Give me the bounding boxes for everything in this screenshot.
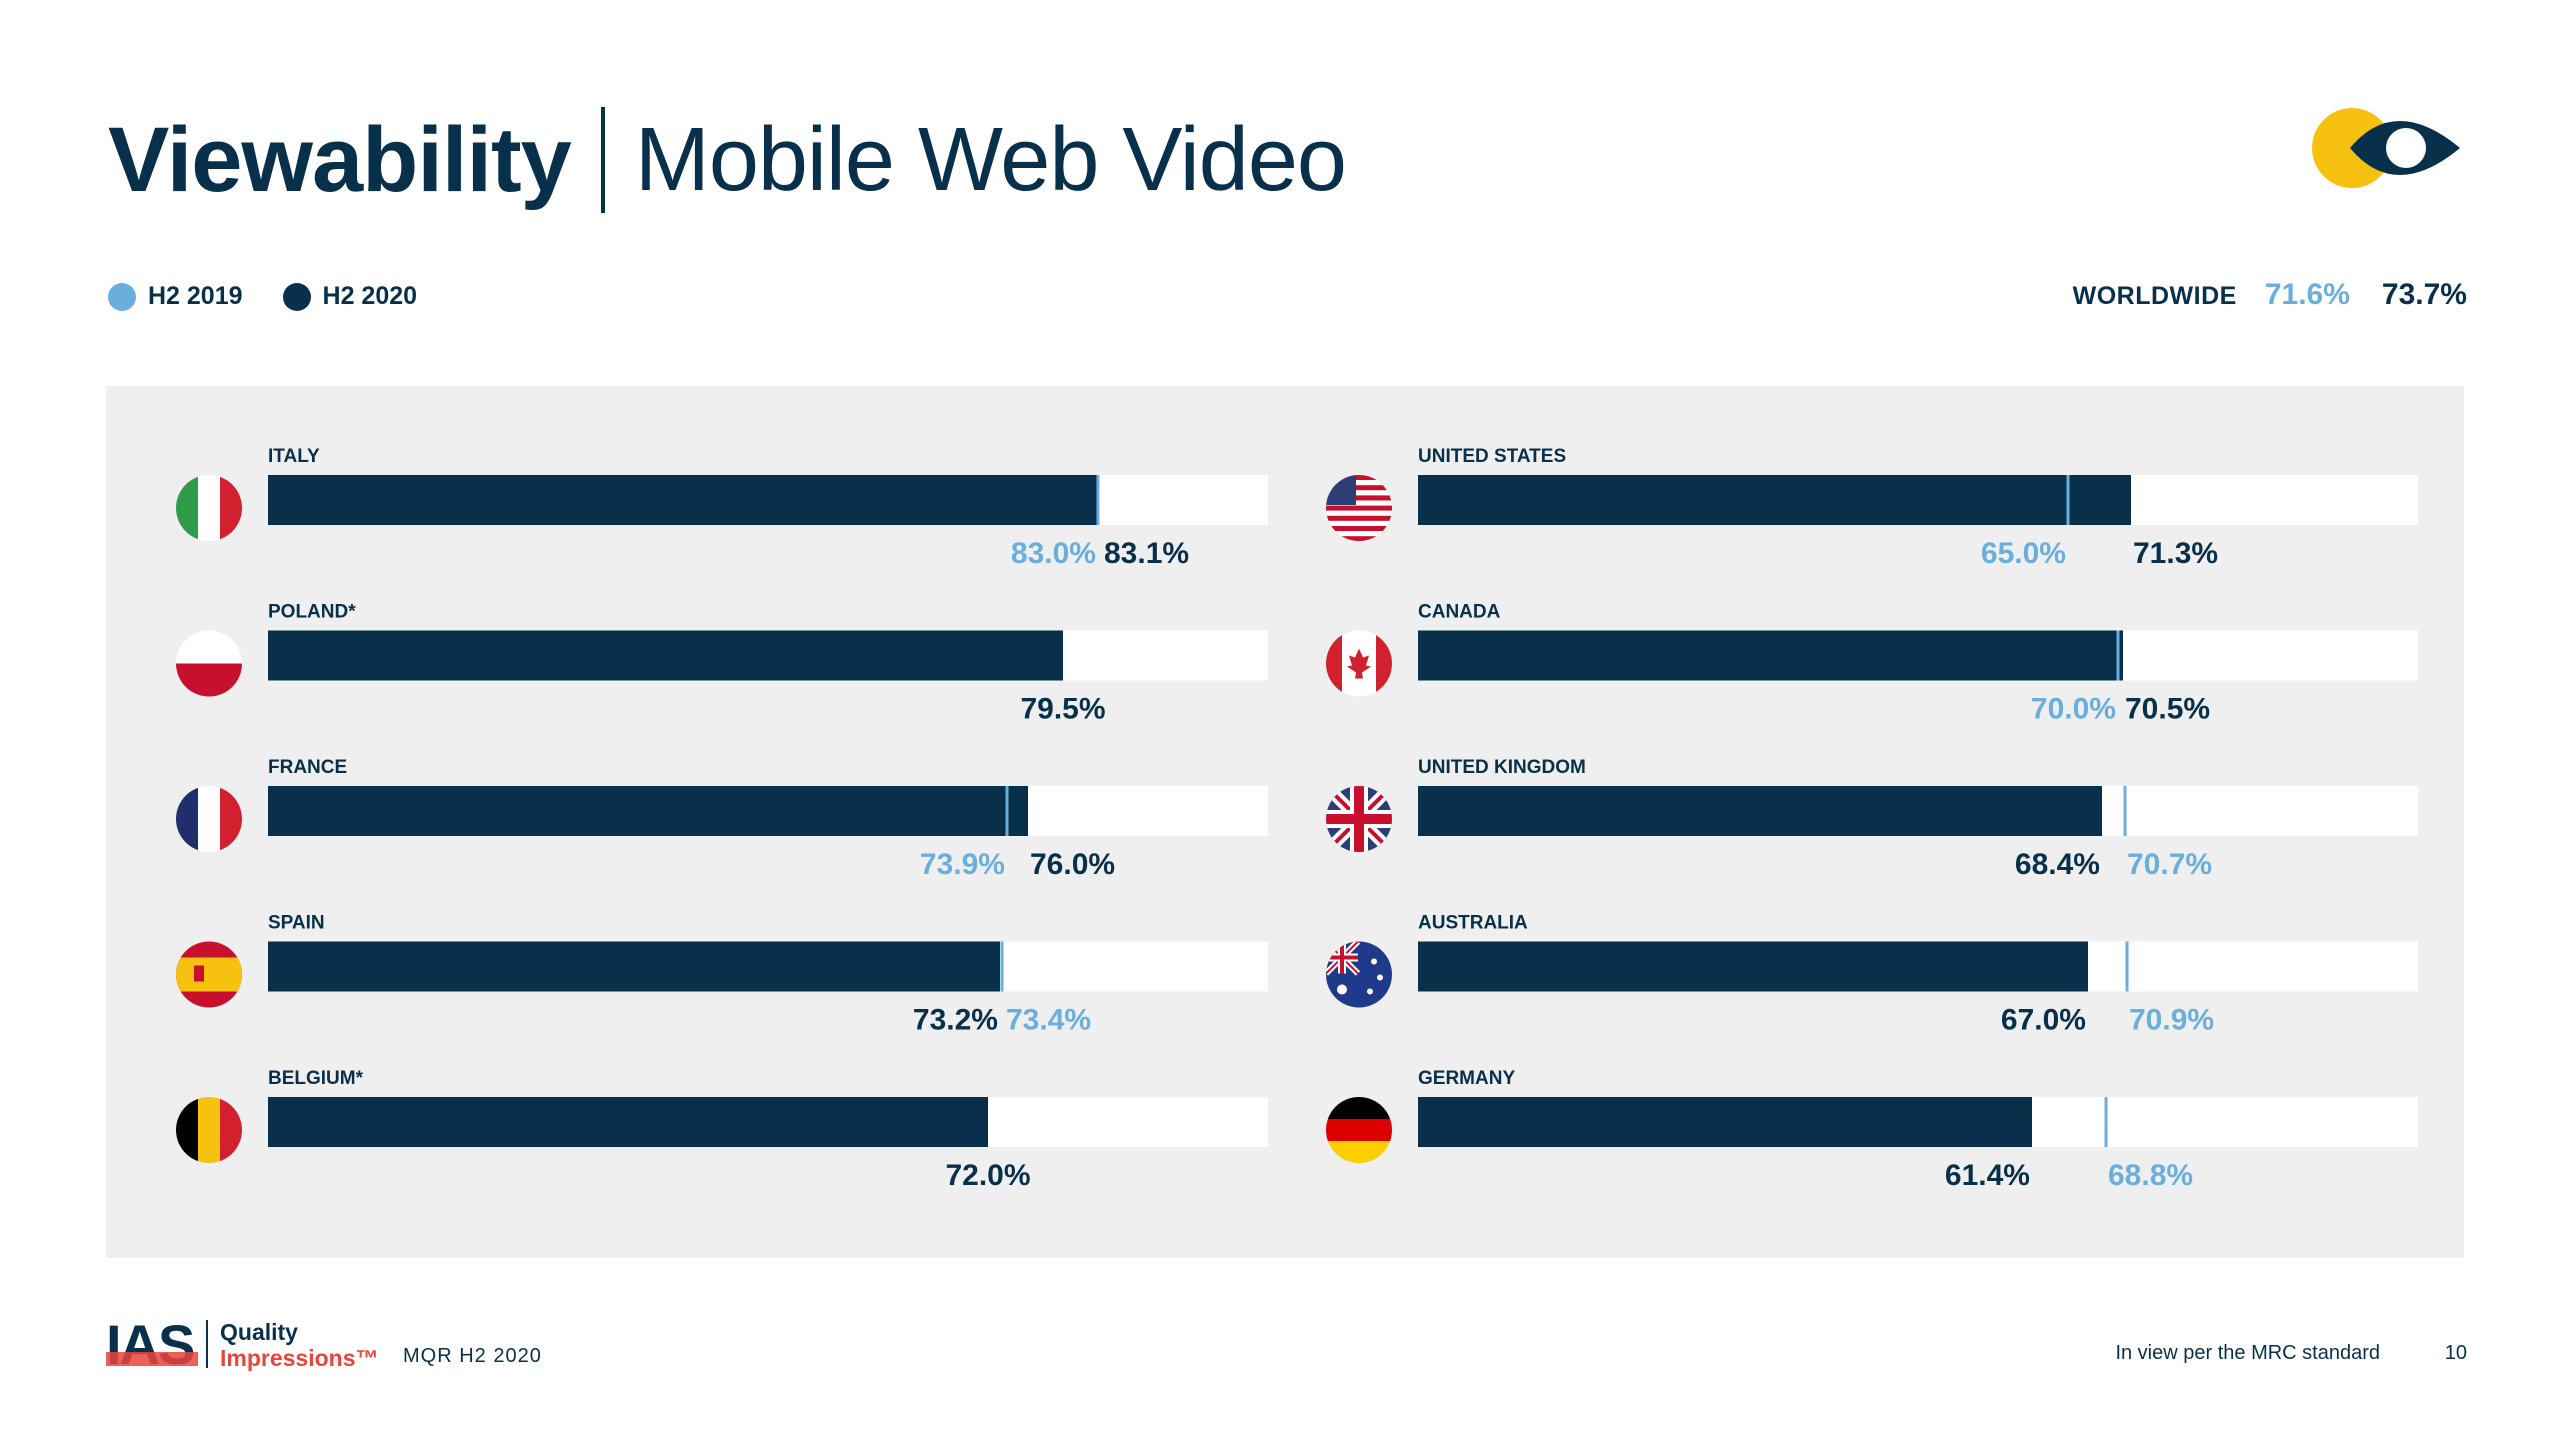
ias-quality-impressions-logo: IAS Quality Impressions™ <box>106 1312 406 1377</box>
country-label: UNITED KINGDOM <box>1418 757 1586 778</box>
uk-flag-icon <box>1326 786 1392 852</box>
country-label: CANADA <box>1418 602 1501 623</box>
marker-h2-2019 <box>1005 786 1009 836</box>
australia-flag-icon <box>1326 941 1392 1008</box>
worldwide-h2-2019-value: 71.6% <box>2264 278 2350 311</box>
chart-row-australia: AUSTRALIA 70.9% 67.0% <box>1326 913 2418 1037</box>
marker-h2-2019 <box>2123 786 2127 836</box>
value-label-h2-2020: 68.4% <box>2015 848 2100 881</box>
france-flag-icon <box>176 786 242 852</box>
report-label: MQR H2 2020 <box>403 1345 542 1367</box>
legend-dot-h2-2019 <box>108 282 136 311</box>
title-bold: Viewability <box>108 108 572 211</box>
country-label: SPAIN <box>268 913 325 934</box>
value-label-h2-2019: 70.0% <box>2031 693 2116 726</box>
legend-label-h2-2020: H2 2020 <box>322 282 418 310</box>
value-label-h2-2019: 73.4% <box>1006 1004 1091 1037</box>
germany-flag-icon <box>1326 1097 1392 1163</box>
chart-panel: ITALY 83.0% 83.1% POLAND* 79.5% FRANCE 73.9% 76… <box>106 386 2464 1258</box>
country-label: GERMANY <box>1418 1068 1515 1089</box>
bar-h2-2020 <box>268 941 1000 992</box>
legend-label-h2-2019: H2 2019 <box>148 282 243 310</box>
poland-flag-icon <box>176 630 242 697</box>
country-label: FRANCE <box>268 757 347 778</box>
footer-product-line2: Impressions™ <box>220 1345 379 1371</box>
title-light: Mobile Web Video <box>634 109 1347 210</box>
chart-row-canada: CANADA 70.0% 70.5% <box>1326 602 2418 726</box>
chart-row-germany: GERMANY 68.8% 61.4% <box>1326 1068 2418 1192</box>
value-label-h2-2020: 61.4% <box>1945 1159 2030 1192</box>
chart-row-france: FRANCE 73.9% 76.0% <box>176 757 1268 881</box>
value-label-h2-2020: 79.5% <box>1020 693 1105 726</box>
page-title: Viewability Mobile Web Video <box>108 100 1347 220</box>
viewability-bar-chart: ITALY 83.0% 83.1% POLAND* 79.5% FRANCE 73.9% 76… <box>176 446 2418 1192</box>
country-label: BELGIUM* <box>268 1068 364 1089</box>
value-label-h2-2020: 83.1% <box>1104 537 1189 570</box>
ias-footer-logo-icon: IAS Quality Impressions™ <box>106 1313 379 1376</box>
value-label-h2-2020: 72.0% <box>945 1159 1030 1192</box>
bar-h2-2020 <box>268 1097 988 1147</box>
page-number: 10 <box>2444 1342 2467 1364</box>
marker-h2-2019 <box>1096 475 1100 525</box>
canada-flag-icon <box>1326 630 1392 697</box>
marker-h2-2019 <box>2125 941 2129 992</box>
footer-product-line1: Quality <box>220 1319 298 1345</box>
worldwide-summary: WORLDWIDE 71.6% 73.7% <box>2073 278 2467 312</box>
value-label-h2-2020: 73.2% <box>913 1004 998 1037</box>
country-label: UNITED STATES <box>1418 446 1566 467</box>
chart-row-italy: ITALY 83.0% 83.1% <box>176 446 1268 570</box>
bar-h2-2020 <box>268 475 1099 525</box>
value-label-h2-2019: 73.9% <box>920 848 1005 881</box>
chart-row-poland: POLAND* 79.5% <box>176 602 1268 726</box>
value-label-h2-2020: 70.5% <box>2125 693 2210 726</box>
legend-item-h2-2020: H2 2020 <box>282 282 418 311</box>
title-divider <box>600 107 605 213</box>
country-label: AUSTRALIA <box>1418 913 1528 934</box>
value-label-h2-2020: 76.0% <box>1030 848 1115 881</box>
value-label-h2-2019: 68.8% <box>2108 1159 2193 1192</box>
italy-flag-icon <box>176 475 242 541</box>
us-flag-icon <box>1326 475 1392 541</box>
legend-dot-h2-2020 <box>282 282 311 311</box>
ias-eye-logo-icon <box>2312 108 2460 188</box>
bar-h2-2020 <box>1418 475 2131 525</box>
marker-h2-2019 <box>2104 1097 2108 1147</box>
marker-h2-2019 <box>1000 941 1004 992</box>
country-label: POLAND* <box>268 602 356 623</box>
footnote: In view per the MRC standard <box>2115 1342 2380 1364</box>
bar-h2-2020 <box>1418 1097 2032 1147</box>
chart-row-united-states: UNITED STATES 65.0% 71.3% <box>1326 446 2418 570</box>
value-label-h2-2019: 83.0% <box>1011 537 1096 570</box>
spain-flag-icon <box>176 941 242 1008</box>
value-label-h2-2020: 71.3% <box>2133 537 2218 570</box>
bar-h2-2020 <box>268 630 1063 681</box>
marker-h2-2019 <box>2116 630 2120 681</box>
country-label: ITALY <box>268 446 320 467</box>
chart-row-spain: SPAIN 73.4%73.2% <box>176 913 1268 1037</box>
marker-h2-2019 <box>2066 475 2070 525</box>
value-label-h2-2019: 65.0% <box>1981 537 2066 570</box>
bar-h2-2020 <box>1418 630 2123 681</box>
belgium-flag-icon <box>176 1097 242 1163</box>
legend-item-h2-2019: H2 2019 <box>108 282 243 311</box>
chart-row-united-kingdom: UNITED KINGDOM 70.7% 68.4% <box>1326 757 2418 881</box>
bar-h2-2020 <box>1418 941 2088 992</box>
bar-h2-2020 <box>1418 786 2102 836</box>
bar-h2-2020 <box>268 786 1028 836</box>
value-label-h2-2019: 70.7% <box>2127 848 2212 881</box>
worldwide-h2-2020-value: 73.7% <box>2381 278 2467 311</box>
value-label-h2-2020: 67.0% <box>2001 1004 2086 1037</box>
worldwide-label: WORLDWIDE <box>2072 282 2237 310</box>
value-label-h2-2019: 70.9% <box>2129 1004 2214 1037</box>
legend: H2 2019 H2 2020 <box>108 282 457 311</box>
chart-row-belgium: BELGIUM* 72.0% <box>176 1068 1268 1192</box>
